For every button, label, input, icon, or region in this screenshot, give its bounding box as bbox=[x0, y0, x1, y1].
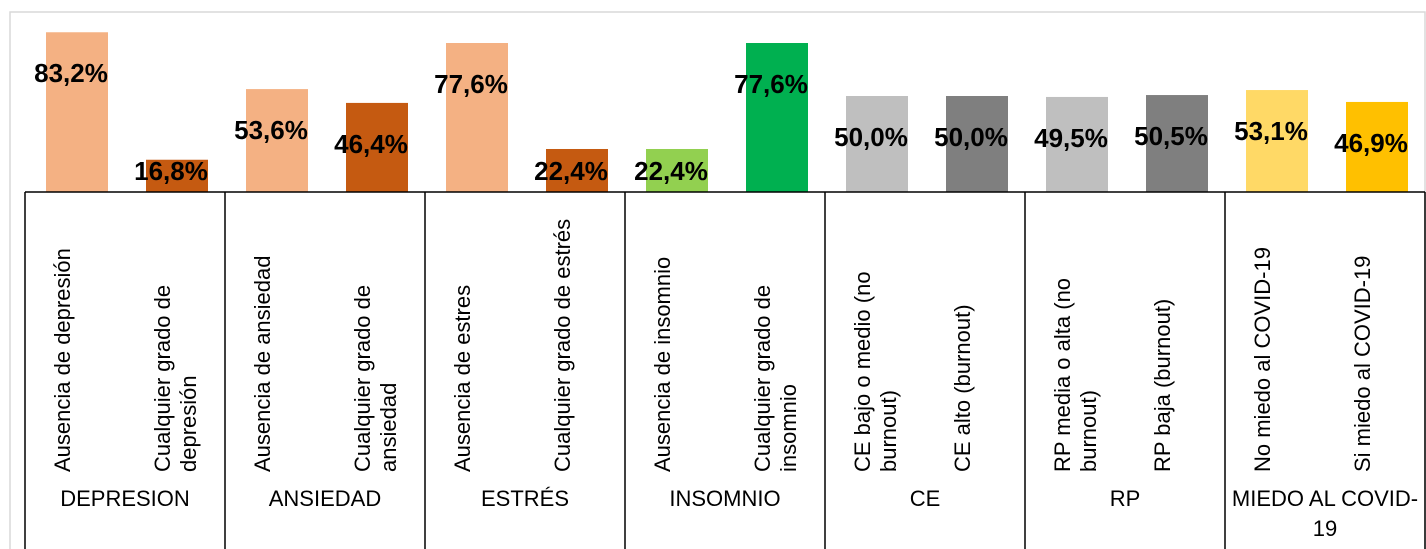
category-label: Cualquier grado de ansiedad bbox=[350, 284, 401, 472]
value-label: 22,4% bbox=[534, 156, 608, 186]
group-label: CE bbox=[909, 486, 941, 511]
value-label: 46,9% bbox=[1334, 127, 1408, 158]
value-label: 50,0% bbox=[834, 122, 908, 152]
value-label: 22,4% bbox=[634, 156, 708, 186]
group-label: ANSIEDAD bbox=[268, 486, 382, 511]
bar bbox=[346, 102, 408, 192]
value-label: 50,0% bbox=[934, 122, 1008, 152]
bar bbox=[946, 96, 1008, 192]
value-label: 53,6% bbox=[234, 115, 308, 146]
category-label: Ausencia de depresión bbox=[50, 248, 75, 472]
group-label: ESTRÉS bbox=[480, 486, 570, 511]
bar bbox=[46, 32, 108, 193]
bar bbox=[1146, 95, 1208, 192]
group-label: DEPRESION bbox=[60, 486, 190, 511]
category-label: Ausencia de ansiedad bbox=[250, 255, 275, 473]
category-label: CE alto (burnout) bbox=[950, 304, 975, 472]
category-label: Cualquier grado de insomnio bbox=[750, 284, 801, 472]
category-label: Cualquier grado de estrés bbox=[550, 218, 575, 472]
category-label: Ausencia de insomnio bbox=[650, 256, 675, 472]
bar bbox=[646, 148, 708, 192]
group-label: RP bbox=[1109, 486, 1141, 511]
category-label: RP media o alta (no burnout) bbox=[1050, 277, 1101, 472]
group-label: INSOMNIO bbox=[669, 486, 781, 511]
value-label: 77,6% bbox=[734, 69, 808, 99]
bar bbox=[846, 96, 908, 192]
category-label: CE bajo o medio (no burnout) bbox=[850, 271, 901, 472]
bar bbox=[1246, 90, 1308, 192]
category-label: RP baja (burnout) bbox=[1150, 298, 1175, 472]
bar bbox=[1346, 101, 1408, 192]
value-label: 53,1% bbox=[1234, 116, 1308, 147]
bar bbox=[546, 148, 608, 192]
bar bbox=[746, 43, 808, 193]
value-label: 46,4% bbox=[334, 128, 408, 159]
category-label: Si miedo al COVID-19 bbox=[1350, 255, 1375, 472]
bar bbox=[146, 159, 208, 192]
group-label: MIEDO AL COVID-19 bbox=[1231, 486, 1419, 541]
bar bbox=[246, 89, 308, 192]
category-label: No miedo al COVID-19 bbox=[1250, 247, 1275, 472]
value-label: 49,5% bbox=[1034, 122, 1108, 153]
category-label: Cualquier grado de depresión bbox=[150, 284, 201, 472]
value-label: 77,6% bbox=[434, 69, 508, 99]
category-label: Ausencia de estres bbox=[450, 284, 475, 472]
bar bbox=[446, 43, 508, 193]
bar bbox=[1046, 96, 1108, 192]
value-label: 83,2% bbox=[34, 58, 108, 89]
value-label: 50,5% bbox=[1134, 121, 1208, 152]
value-label: 16,8% bbox=[134, 156, 208, 186]
